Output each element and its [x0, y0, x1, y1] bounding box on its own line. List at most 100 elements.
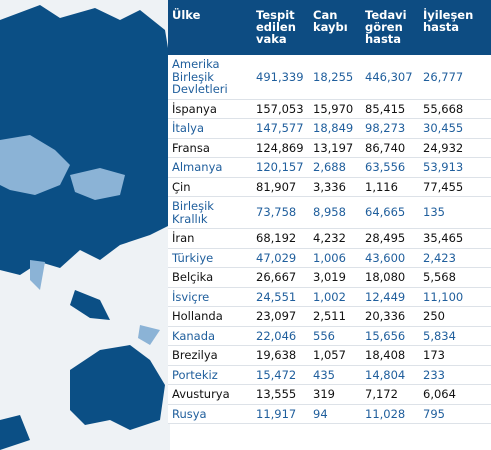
number-cell: 233	[419, 365, 491, 385]
number-cell: 11,028	[361, 404, 419, 424]
number-cell: 5,834	[419, 326, 491, 346]
number-cell: 26,667	[252, 267, 309, 288]
number-cell: 18,080	[361, 267, 419, 288]
number-cell: 8,958	[309, 196, 361, 229]
number-cell: 5,568	[419, 267, 491, 288]
number-cell: 63,556	[361, 157, 419, 178]
number-cell: 1,116	[361, 177, 419, 197]
number-cell: 491,339	[252, 55, 309, 100]
number-cell: 18,849	[309, 118, 361, 139]
number-cell: 68,192	[252, 228, 309, 249]
country-cell: Çin	[168, 177, 252, 197]
table-row: Fransa 124,869 13,197 86,740 24,932	[168, 138, 491, 158]
number-cell: 1,002	[309, 287, 361, 307]
number-cell: 13,555	[252, 384, 309, 405]
table-row: Almanya 120,157 2,688 63,556 53,913	[168, 157, 491, 178]
number-cell: 11,917	[252, 404, 309, 424]
australia	[70, 345, 165, 430]
country-cell: Türkiye	[168, 248, 252, 268]
mongolia	[70, 168, 125, 200]
table-row: Portekiz 15,472 435 14,804 233	[168, 365, 491, 385]
papua	[138, 325, 160, 345]
number-cell: 15,472	[252, 365, 309, 385]
country-cell: Hollanda	[168, 306, 252, 327]
number-cell: 2,688	[309, 157, 361, 178]
number-cell: 124,869	[252, 138, 309, 158]
number-cell: 2,423	[419, 248, 491, 268]
number-cell: 147,577	[252, 118, 309, 139]
table-row: Brezilya 19,638 1,057 18,408 173	[168, 345, 491, 366]
number-cell: 173	[419, 345, 491, 366]
table-row: Türkiye 47,029 1,006 43,600 2,423	[168, 248, 491, 268]
table-row: Hollanda 23,097 2,511 20,336 250	[168, 306, 491, 327]
number-cell: 22,046	[252, 326, 309, 346]
table-row: İsviçre 24,551 1,002 12,449 11,100	[168, 287, 491, 307]
number-cell: 26,777	[419, 55, 491, 100]
number-cell: 6,064	[419, 384, 491, 405]
number-cell: 81,907	[252, 177, 309, 197]
country-cell: Almanya	[168, 157, 252, 178]
number-cell: 18,408	[361, 345, 419, 366]
table-row: İtalya 147,577 18,849 98,273 30,455	[168, 118, 491, 139]
number-cell: 1,006	[309, 248, 361, 268]
number-cell: 98,273	[361, 118, 419, 139]
number-cell: 53,913	[419, 157, 491, 178]
number-cell: 28,495	[361, 228, 419, 249]
islands	[70, 290, 110, 320]
number-cell: 35,465	[419, 228, 491, 249]
number-cell: 556	[309, 326, 361, 346]
country-cell: Rusya	[168, 404, 252, 424]
country-cell: Kanada	[168, 326, 252, 346]
number-cell: 23,097	[252, 306, 309, 327]
southeast-asia	[30, 260, 45, 290]
table-row: İran 68,192 4,232 28,495 35,465	[168, 228, 491, 249]
country-cell: İtalya	[168, 118, 252, 139]
number-cell: 12,449	[361, 287, 419, 307]
number-cell: 55,668	[419, 99, 491, 119]
land-fragment	[0, 415, 30, 450]
number-cell: 1,057	[309, 345, 361, 366]
header-cell: Tedavi gören hasta	[361, 0, 419, 55]
number-cell: 20,336	[361, 306, 419, 327]
number-cell: 13,197	[309, 138, 361, 158]
header-row: Ülke Tespit edilen vaka Can kaybı Tedavi gö…	[168, 0, 491, 55]
table-body: Amerika Birleşik Devletleri 491,339 18,255…	[168, 55, 491, 424]
number-cell: 120,157	[252, 157, 309, 178]
table-row: Belçika 26,667 3,019 18,080 5,568	[168, 267, 491, 288]
country-cell: İsviçre	[168, 287, 252, 307]
table-row: Birleşik Krallık 73,758 8,958 64,665 135	[168, 196, 491, 229]
country-cell: Belçika	[168, 267, 252, 288]
number-cell: 94	[309, 404, 361, 424]
number-cell: 15,656	[361, 326, 419, 346]
header-cell: Ülke	[168, 0, 252, 55]
number-cell: 11,100	[419, 287, 491, 307]
header-cell: Can kaybı	[309, 0, 361, 55]
number-cell: 24,932	[419, 138, 491, 158]
table-row: Rusya 11,917 94 11,028 795	[168, 404, 491, 424]
number-cell: 7,172	[361, 384, 419, 405]
number-cell: 4,232	[309, 228, 361, 249]
country-cell: Portekiz	[168, 365, 252, 385]
country-cell: Brezilya	[168, 345, 252, 366]
number-cell: 2,511	[309, 306, 361, 327]
number-cell: 24,551	[252, 287, 309, 307]
country-cell: İran	[168, 228, 252, 249]
number-cell: 435	[309, 365, 361, 385]
country-cell: İspanya	[168, 99, 252, 119]
number-cell: 319	[309, 384, 361, 405]
table-row: Kanada 22,046 556 15,656 5,834	[168, 326, 491, 346]
number-cell: 73,758	[252, 196, 309, 229]
number-cell: 19,638	[252, 345, 309, 366]
number-cell: 446,307	[361, 55, 419, 100]
map-background	[0, 0, 170, 450]
number-cell: 77,455	[419, 177, 491, 197]
number-cell: 3,336	[309, 177, 361, 197]
number-cell: 47,029	[252, 248, 309, 268]
header-cell: İyileşen hasta	[419, 0, 491, 55]
number-cell: 43,600	[361, 248, 419, 268]
country-cell: Avusturya	[168, 384, 252, 405]
asia-land	[0, 5, 170, 275]
country-cell: Birleşik Krallık	[168, 196, 252, 229]
number-cell: 64,665	[361, 196, 419, 229]
